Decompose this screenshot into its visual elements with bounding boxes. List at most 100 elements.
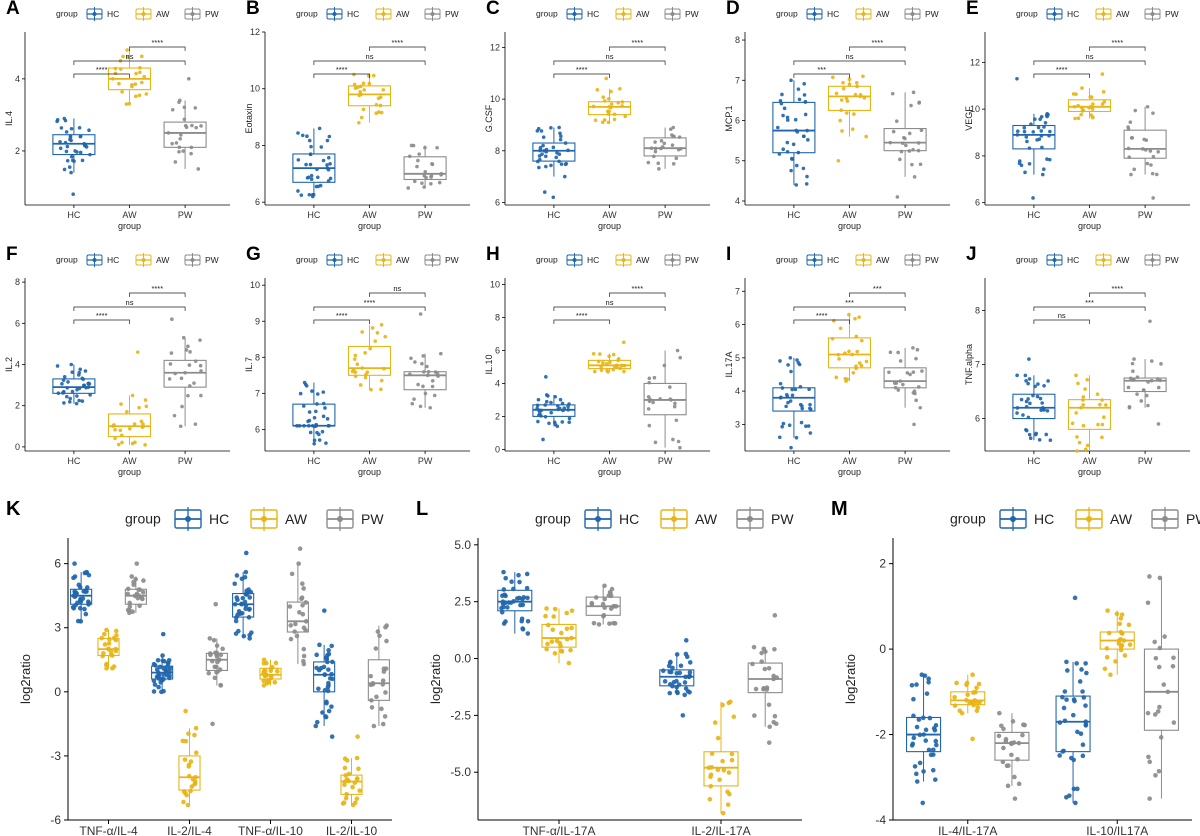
data-point [118,428,123,433]
y-axis-title: IL.17A [724,351,734,377]
legend-key-dot [92,12,97,16]
data-point [971,690,976,695]
y-tick-label: 6 [54,557,61,571]
data-point [312,441,316,446]
data-point [1100,435,1104,440]
data-point [62,167,67,172]
data-point [729,757,735,763]
data-point [374,694,379,700]
box-hc [52,134,96,156]
data-point [788,399,793,403]
legend-key-dot [185,516,191,522]
data-point [415,164,419,169]
data-point [997,710,1002,716]
data-point [1142,137,1146,142]
data-point [144,404,149,409]
data-point [916,717,922,722]
data-point [376,96,381,101]
box-pw [367,659,390,701]
data-point [107,637,112,642]
data-point [568,647,573,653]
data-point [854,364,858,369]
data-point [1122,653,1128,658]
significance-label: ns [126,52,134,61]
data-point [682,680,688,685]
data-point [672,404,677,409]
legend-label-pw: PW [1165,9,1179,19]
data-point [559,134,563,139]
data-point [240,595,246,601]
data-point [316,686,321,692]
data-point [244,588,249,594]
legend: group HC AW PW [296,7,459,21]
legend-key-dot [812,12,817,16]
y-tick-label: 4 [15,74,20,84]
data-point [133,82,138,86]
data-point [914,356,918,361]
data-point [234,573,240,578]
data-point [841,86,846,91]
data-point [1080,689,1085,694]
data-point [1075,449,1079,453]
data-point [791,142,796,147]
data-point [421,384,425,389]
data-point [521,595,527,600]
data-point [139,419,144,424]
points-aw [350,323,388,392]
data-point [361,81,366,86]
legend-key-dot [332,258,337,262]
data-point [601,95,606,99]
box-aw [1067,399,1112,430]
data-point [302,380,307,385]
data-point [678,663,684,669]
data-point [317,126,322,131]
bracket-line [1089,292,1146,297]
data-point [102,642,108,647]
legend-title: group [296,9,318,19]
significance-bracket: **** [1089,38,1146,51]
data-point [831,75,835,80]
chart-E: group HC AW PW 6 8 10 12 VEGF HC AW PW group **** ns **… [964,7,1190,231]
boxplot-pw [1123,319,1167,426]
data-point [130,84,134,89]
y-tick-label: 3 [735,419,740,429]
data-point [1012,796,1018,801]
data-point [69,362,74,367]
data-point [1102,100,1107,104]
data-point [1144,393,1149,398]
data-point [600,601,606,607]
data-point [1076,116,1081,121]
data-point [178,137,182,141]
significance-label: **** [631,284,643,293]
data-point [725,789,730,795]
data-point [926,676,931,682]
data-point [1105,608,1110,613]
points-pw [996,710,1027,801]
data-point [412,397,416,401]
y-tick-label: 3 [54,621,61,635]
boxplot-aw [587,340,632,374]
data-point [618,87,622,91]
data-point [141,578,146,583]
box-aw [587,101,632,116]
data-point [65,144,70,149]
data-point [125,409,129,414]
data-point [1043,120,1048,125]
data-point [923,727,929,733]
data-point [901,382,905,387]
data-point [74,401,79,406]
y-tick-label: 2 [879,557,886,571]
data-point [329,643,334,649]
data-point [1100,72,1105,76]
data-point [1081,403,1085,407]
data-point [653,440,658,445]
boxplot-aw [107,48,152,106]
data-point [933,723,939,728]
data-point [919,672,925,678]
data-point [808,402,812,407]
significance-bracket: **** [313,298,426,311]
box-hc [1012,124,1056,150]
data-point [187,363,192,367]
data-point [1170,663,1176,669]
